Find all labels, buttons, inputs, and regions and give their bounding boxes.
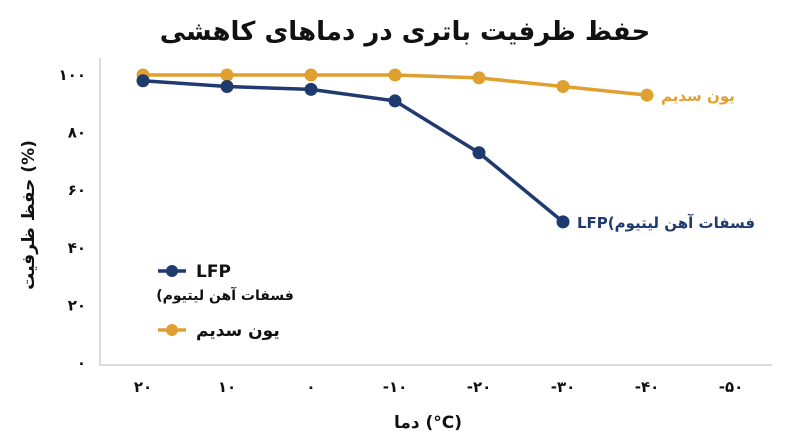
x-tick-labels: ۲۰ ۱۰ ۰ -۱۰ -۲۰ -۳۰ -۴۰ -۵۰	[134, 378, 743, 396]
y-tick-label: ۲۰	[68, 296, 86, 314]
y-tick-label: ۰	[77, 354, 86, 372]
y-tick-label: ۸۰	[68, 124, 86, 142]
y-tick-label: ۱۰۰	[59, 66, 86, 84]
legend-lfp-marker	[166, 265, 178, 277]
x-tick-label: -۵۰	[719, 378, 744, 396]
x-tick-label: -۱۰	[383, 378, 408, 396]
series-layer: یون سدیم LFP(فسفات آهن لیتیوم	[136, 68, 755, 232]
chart-title: حفظ ظرفیت باتری در دماهای کاهشی	[160, 17, 650, 47]
x-tick-label: ۱۰	[218, 378, 236, 396]
data-point-lfp	[556, 215, 570, 229]
y-tick-label: ۶۰	[68, 181, 86, 199]
data-point-sodium	[640, 88, 654, 102]
legend: LFP (فسفات آهن لیتیوم یون سدیم	[156, 262, 294, 341]
x-tick-label: -۳۰	[551, 378, 576, 396]
series-line-lfp	[142, 79, 565, 224]
end-label-sodium: یون سدیم	[661, 87, 735, 105]
data-point-lfp	[136, 74, 150, 88]
data-point-sodium	[472, 71, 486, 85]
data-point-sodium	[304, 68, 318, 82]
data-point-lfp	[304, 82, 318, 96]
data-point-lfp	[220, 80, 234, 94]
data-point-lfp	[472, 146, 486, 160]
y-tick-labels: ۰ ۲۰ ۴۰ ۶۰ ۸۰ ۱۰۰	[59, 66, 86, 372]
data-point-sodium	[220, 68, 234, 82]
y-axis-label: حفظ ظرفیت (%)	[19, 140, 39, 290]
data-point-lfp	[388, 94, 402, 108]
legend-sodium-label: یون سدیم	[196, 321, 280, 341]
y-tick-label: ۴۰	[68, 239, 86, 257]
legend-sodium-marker	[166, 324, 178, 336]
legend-lfp-sublabel: (فسفات آهن لیتیوم	[156, 286, 294, 304]
x-tick-label: ۲۰	[134, 378, 152, 396]
x-tick-label: -۲۰	[467, 378, 492, 396]
end-label-lfp: LFP(فسفات آهن لیتیوم	[577, 214, 755, 232]
data-point-sodium	[388, 68, 402, 82]
x-tick-label: ۰	[306, 378, 315, 396]
x-tick-label: -۴۰	[635, 378, 660, 396]
data-point-sodium	[556, 80, 570, 94]
x-axis-label: دما (°C)	[394, 413, 462, 433]
legend-lfp-label: LFP	[196, 262, 231, 282]
